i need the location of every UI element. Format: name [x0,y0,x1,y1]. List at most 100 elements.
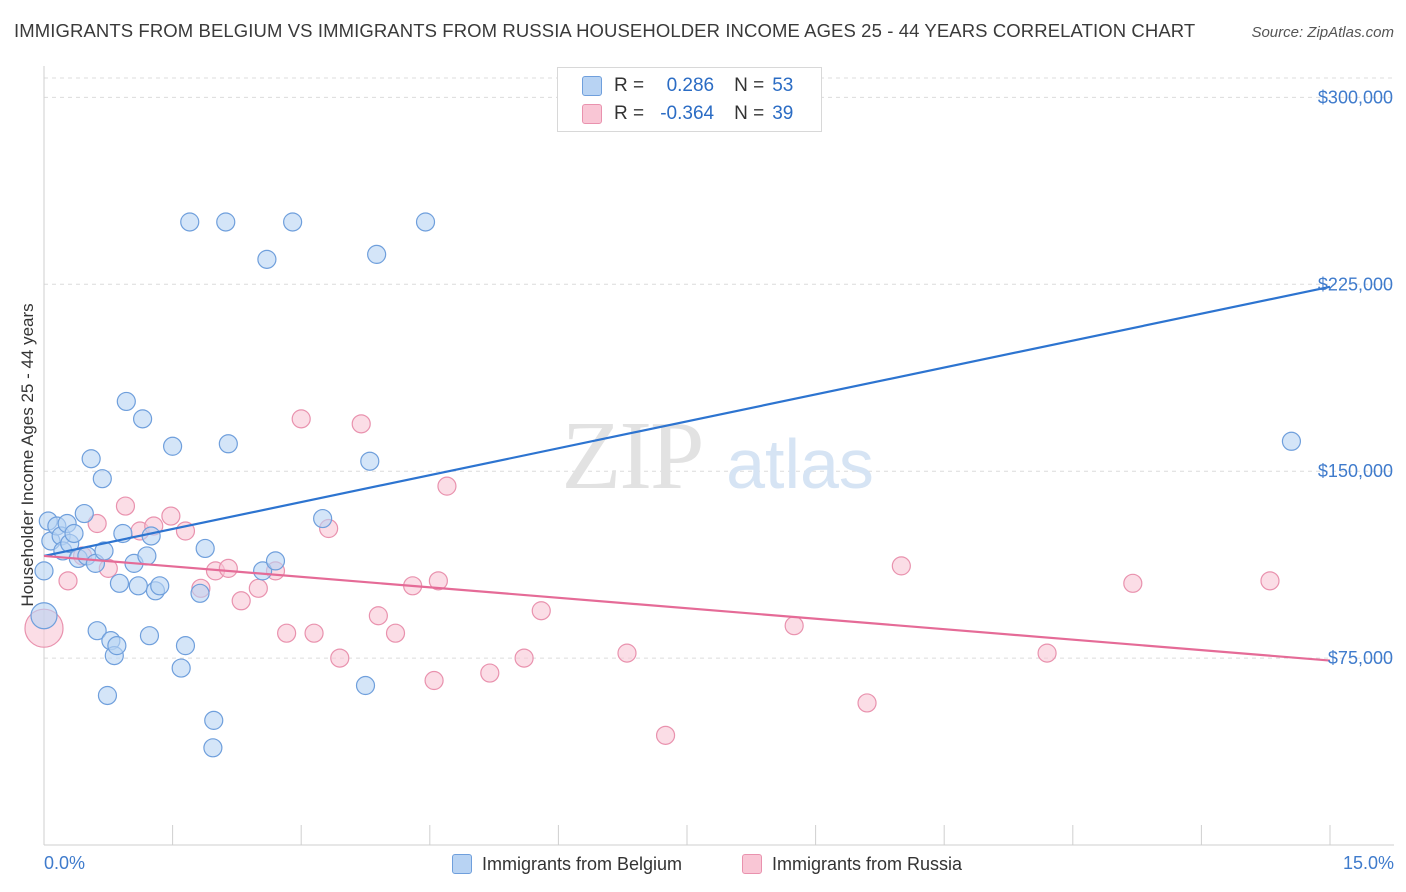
belgium-point [97,685,118,706]
belgium-point [265,551,286,571]
legend-swatch-russia [582,104,602,124]
belgium-point [116,391,136,412]
belgium-point [163,436,183,456]
belgium-point [180,212,200,232]
legend-n-label: N = [734,103,765,124]
belgium-point [109,573,130,593]
russia-point [891,556,911,576]
russia-point [87,513,107,534]
russia-point [231,591,251,611]
legend-row-belgium: R = 0.286 N = 53 [582,72,793,100]
russia-point [277,623,297,643]
legend-r-value-belgium: 0.286 [666,75,715,96]
belgium-point [367,244,387,264]
belgium-point [415,212,436,232]
legend-r-label: R = [614,75,645,96]
legend-row-russia: R = -0.364 N = 39 [582,100,793,128]
source-label: Source: ZipAtlas.com [1251,24,1394,41]
belgium-point [253,561,273,581]
russia-point [304,623,324,643]
belgium-point [107,636,127,656]
belgium-point [360,451,380,471]
russia-trend-line [43,554,1331,662]
russia-point [218,558,238,578]
watermark-atlas: atlas [726,425,874,503]
belgium-point [139,626,160,646]
legend: R = 0.286 N = 53 R = -0.364 N = 39 [557,67,822,132]
belgium-point [81,449,101,469]
belgium-point [30,602,58,630]
belgium-point [313,508,333,529]
belgium-trend-line [43,285,1331,557]
watermark: ZIP atlas [562,402,874,510]
legend-n-value-russia: 39 [772,103,794,124]
russia-point [330,648,350,668]
russia-point [1123,573,1143,593]
tick-labels: $75,000 $150,000 $225,000 $300,000 0.0% 15.0% [44,87,1394,873]
belgium-point [34,561,54,581]
russia-point [1260,571,1280,591]
russia-point [531,601,551,621]
russia-point [857,693,877,713]
legend-n-label: N = [734,75,765,96]
russia-point [291,409,311,429]
russia-point [655,725,676,745]
belgium-point [150,576,170,596]
russia-point [514,648,534,668]
belgium-point [195,538,215,559]
watermark-zip: ZIP [562,402,703,510]
belgium-point [190,583,210,603]
russia-points [24,409,1280,745]
belgium-point [203,738,223,758]
y-tick-label: $75,000 [1328,648,1393,668]
belgium-point [216,212,236,232]
belgium-point [171,658,191,678]
russia-point [351,414,371,434]
belgium-point [283,212,303,232]
bottom-legend-swatch-belgium [452,854,472,874]
x-tick-label: 0.0% [44,853,85,873]
russia-point [784,616,804,636]
y-tick-label: $300,000 [1318,87,1393,107]
belgium-point [1281,431,1302,451]
belgium-point [204,710,224,730]
russia-point [115,496,136,516]
russia-point [161,506,181,526]
russia-point [385,623,406,643]
russia-point [480,663,500,683]
russia-point [428,571,448,591]
russia-point [1037,643,1057,663]
belgium-point [74,503,94,524]
belgium-point [141,526,161,546]
bottom-legend-russia: Immigrants from Russia [742,852,962,876]
belgium-point [218,434,238,454]
trend-lines [43,285,1331,662]
russia-point [368,606,388,626]
y-tick-label: $150,000 [1318,461,1393,481]
belgium-point [87,621,107,641]
bottom-legend-swatch-russia [742,854,762,874]
russia-point [58,571,78,591]
chart-title: IMMIGRANTS FROM BELGIUM VS IMMIGRANTS FR… [14,20,1196,41]
belgium-point [92,469,112,489]
russia-point [617,643,637,663]
belgium-points [30,212,1302,758]
legend-r-value-russia: -0.364 [660,103,715,124]
belgium-point [257,249,277,269]
bottom-legend-label-belgium: Immigrants from Belgium [482,853,683,874]
legend-swatch-belgium [582,76,602,96]
grid-lines [44,77,1394,659]
belgium-point [132,409,153,429]
belgium-point [128,576,148,596]
belgium-point [64,523,84,544]
legend-r-label: R = [614,103,645,124]
russia-point [248,578,268,598]
belgium-point [355,675,376,696]
legend-n-value-belgium: 53 [772,75,794,96]
axes [43,66,1394,846]
russia-point [424,670,444,691]
bottom-legend-label-russia: Immigrants from Russia [772,853,963,874]
y-tick-label: $225,000 [1318,274,1393,294]
x-tick-label: 15.0% [1343,853,1394,873]
